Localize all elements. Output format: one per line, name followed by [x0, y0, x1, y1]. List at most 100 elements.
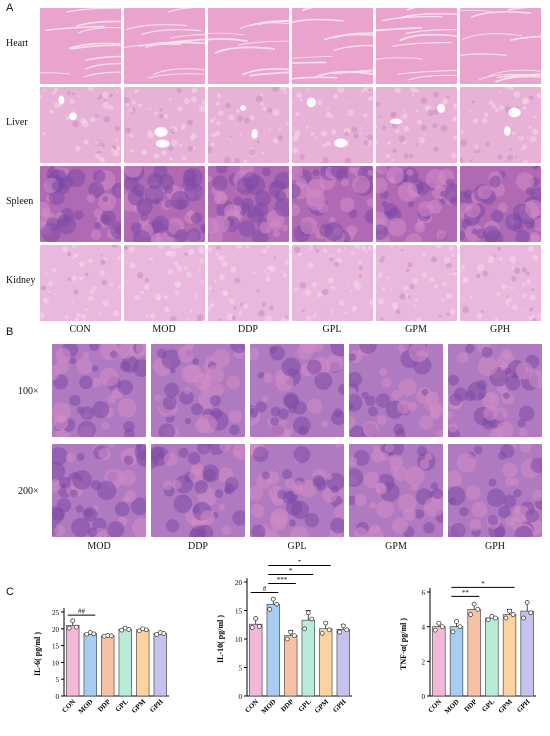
data-point — [319, 630, 325, 636]
column-label-b-mod: MOD — [87, 541, 111, 552]
x-tick-label-ddp: DDP — [96, 697, 112, 713]
histology-spleen-gph — [460, 166, 541, 242]
bar-con — [432, 626, 446, 697]
x-tick-label-ddp: DDP — [279, 697, 295, 713]
data-point — [323, 620, 329, 626]
histology-liver-ddp — [208, 87, 289, 163]
histology-spleen-gpm — [376, 166, 457, 242]
significance-label: * — [481, 580, 485, 588]
bar-gph — [153, 633, 167, 697]
bar-ddp — [284, 635, 298, 697]
y-tick-label: 2 — [422, 658, 426, 666]
x-tick-label-gph: GPH — [515, 697, 532, 714]
histology-heart-con — [40, 8, 121, 84]
x-tick-label-gpm: GPM — [313, 697, 330, 714]
column-label-mod: MOD — [152, 324, 176, 335]
histology-liver-gpm — [376, 87, 457, 163]
histology-spleen-ddp — [208, 166, 289, 242]
data-point — [73, 624, 79, 630]
data-point — [270, 596, 276, 602]
panel-a-letter: A — [6, 2, 14, 14]
row-label-kidney: Kidney — [6, 275, 36, 286]
x-tick-label-gph: GPH — [148, 697, 165, 714]
row-label-liver: Liver — [6, 117, 28, 128]
bar-con — [249, 623, 263, 697]
y-tick-label: 4 — [422, 624, 426, 632]
data-point — [507, 608, 512, 614]
data-point — [524, 600, 530, 605]
x-tick-label-con: CON — [61, 698, 78, 715]
bar-gpm — [136, 629, 150, 697]
data-point — [154, 632, 160, 637]
data-point — [302, 626, 308, 632]
data-point — [91, 631, 97, 637]
histology-heart-gpm — [376, 8, 457, 84]
data-point — [528, 610, 534, 616]
x-tick-label-gpl: GPL — [114, 698, 130, 714]
data-point — [510, 612, 516, 617]
histology-heart-ddp — [208, 8, 289, 84]
row-label-heart: Heart — [6, 38, 29, 49]
bar-gpm — [319, 628, 333, 697]
data-point — [521, 615, 526, 621]
column-label-b-gpl: GPL — [287, 541, 307, 552]
data-point — [309, 616, 315, 622]
histology-tumor-200x-gpm — [349, 444, 443, 537]
histology-heart-mod — [124, 8, 205, 84]
data-point — [305, 610, 311, 616]
histology-kidney-gpl — [292, 245, 373, 321]
y-tick-label: 20 — [235, 579, 243, 587]
chart-il6: 0 5 10 15 20 25 IL-6( pg/ml ) CON MOD DDP GPL GPM GP… — [33, 608, 169, 716]
y-tick-label: 0 — [56, 693, 60, 701]
bar-gpl — [301, 619, 315, 697]
data-point — [457, 624, 463, 630]
data-point — [108, 633, 114, 639]
histology-tumor-100x-mod — [52, 344, 146, 437]
data-point — [256, 624, 262, 629]
x-tick-label-gpl: GPL — [297, 698, 313, 714]
histology-spleen-mod — [124, 166, 205, 242]
data-point — [161, 631, 167, 636]
data-point — [267, 607, 273, 612]
histology-kidney-ddp — [208, 245, 289, 321]
bar-gph — [520, 610, 534, 697]
histology-liver-mod — [124, 87, 205, 163]
data-point — [119, 627, 125, 633]
column-label-b-ddp: DDP — [187, 541, 208, 552]
histology-heart-gph — [460, 8, 541, 84]
chart-il10: 0 5 10 15 20 IL-10( pg/ml ) CON MOD DDP GPL GPM GPH… — [216, 560, 352, 716]
column-label-b-gph: GPH — [484, 541, 505, 552]
y-axis-label: TNF-α( pg/ml ) — [399, 618, 408, 670]
bar-mod — [266, 603, 280, 697]
data-point — [432, 627, 438, 633]
panel-c-letter: C — [6, 586, 14, 598]
histology-kidney-gpm — [376, 245, 457, 321]
data-point — [284, 636, 290, 642]
x-tick-label-mod: MOD — [77, 698, 95, 716]
data-point — [468, 612, 473, 617]
row-label-200x: 200× — [18, 486, 39, 497]
x-tick-label-gpm: GPM — [497, 697, 514, 714]
data-point — [503, 615, 509, 621]
histology-tumor-100x-ddp — [151, 344, 245, 437]
histology-tumor-200x-gpl — [250, 444, 344, 537]
y-tick-label: 0 — [422, 693, 426, 701]
x-tick-label-ddp: DDP — [463, 697, 479, 713]
data-point — [70, 618, 76, 624]
y-axis-label: IL-10( pg/ml ) — [216, 615, 225, 663]
bar-gpm — [502, 614, 517, 697]
y-tick-label: 10 — [235, 636, 243, 644]
y-tick-label: 6 — [422, 589, 426, 597]
data-point — [454, 619, 459, 624]
data-point — [249, 625, 255, 630]
column-label-gpm: GPM — [405, 324, 427, 335]
data-point — [337, 629, 343, 635]
bar-gpl — [485, 617, 499, 697]
data-point — [274, 601, 280, 607]
data-point — [440, 624, 445, 630]
significance-label: * — [298, 560, 302, 566]
column-label-gph: GPH — [489, 324, 510, 335]
histology-liver-gph — [460, 87, 541, 163]
y-tick-label: 15 — [52, 643, 60, 651]
data-point — [136, 628, 142, 634]
